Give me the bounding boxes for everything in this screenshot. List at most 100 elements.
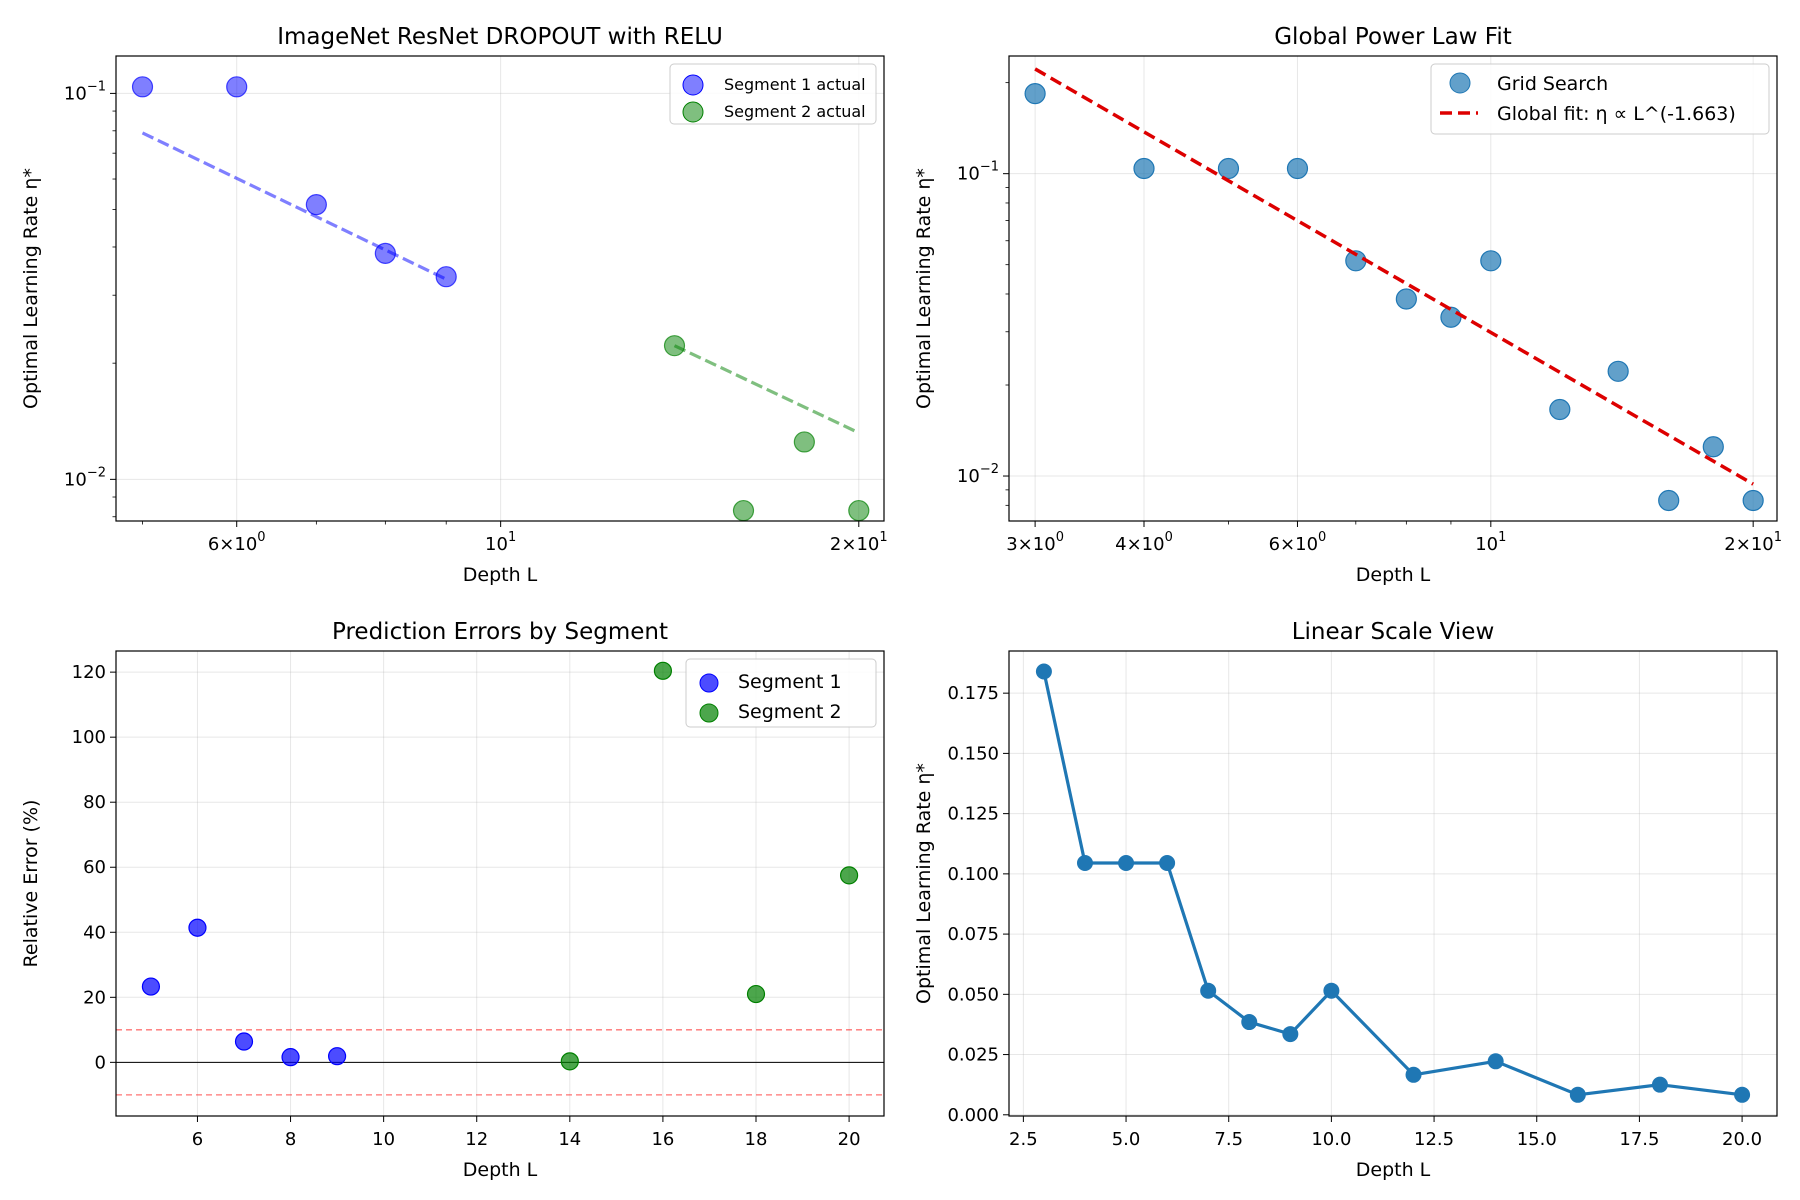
legend: Segment 1 actual Segment 2 actual: [669, 63, 877, 125]
x-tick-label: 12.5: [1414, 1129, 1454, 1150]
y-tick-label: 100: [72, 727, 106, 748]
learning-rate-point: [1569, 1086, 1586, 1103]
y-tick-label: 0.050: [947, 984, 999, 1005]
x-tick-label: 101: [1475, 530, 1506, 555]
x-tick-base: 10: [234, 534, 257, 555]
legend-label-segment-1: Segment 1: [738, 671, 842, 693]
segment-2-point: [793, 431, 815, 453]
y-tick-label: 0.075: [947, 924, 999, 945]
grid-search-point: [1549, 398, 1571, 421]
x-tick-label: 2×101: [830, 530, 888, 555]
x-tick-label: 10.0: [1311, 1129, 1351, 1150]
y-tick-base: 10: [957, 466, 980, 487]
grid-search-point: [1440, 306, 1462, 328]
y-tick-label: 120: [72, 662, 106, 683]
y-tick-label: 60: [83, 857, 106, 878]
global-fit-line: [1034, 67, 1755, 486]
grid-search-point: [1217, 157, 1240, 180]
segment-1-error-point: [281, 1048, 300, 1067]
y-tick-exponent: −2: [980, 462, 999, 477]
x-tick-exponent: 0: [1318, 530, 1326, 545]
y-tick-label: 10−1: [957, 160, 999, 185]
legend-label-segment-1: Segment 1 actual: [724, 75, 866, 94]
grid-search-point: [1702, 436, 1724, 458]
x-tick-label: 12: [465, 1129, 488, 1150]
y-tick-label: 0: [95, 1052, 106, 1073]
x-tick-mantissa: 6×: [208, 534, 235, 555]
y-tick-label: 10−1: [64, 79, 106, 104]
x-tick-base: 10: [485, 534, 508, 555]
y-tick-label: 0.000: [947, 1105, 999, 1126]
learning-rate-point: [1241, 1014, 1258, 1031]
x-axis-label: Depth L: [463, 564, 538, 586]
y-tick-label: 0.175: [947, 683, 999, 704]
y-tick-base: 10: [64, 83, 87, 104]
x-tick-label: 15.0: [1517, 1129, 1557, 1150]
plot-area: [116, 661, 884, 1096]
y-tick-label: 0.025: [947, 1045, 999, 1066]
grid-search-point: [1395, 288, 1417, 310]
learning-rate-point: [1282, 1026, 1299, 1043]
plot-area: [1035, 663, 1751, 1103]
x-tick-label: 16: [651, 1129, 674, 1150]
x-tick-label: 18: [745, 1129, 768, 1150]
y-axis-label: Optimal Learning Rate η*: [913, 168, 935, 409]
x-tick-label: 8: [285, 1129, 296, 1150]
y-tick-label: 0.150: [947, 743, 999, 764]
segment-2-point: [848, 499, 870, 521]
legend-label-segment-2: Segment 2 actual: [724, 102, 866, 121]
x-tick-label: 6×100: [208, 530, 266, 555]
x-tick-exponent: 1: [1774, 530, 1782, 545]
x-tick-label: 20: [838, 1129, 861, 1150]
y-tick-label: 10−2: [957, 462, 999, 487]
x-tick-label: 2.5: [1009, 1129, 1038, 1150]
x-tick-exponent: 0: [1165, 530, 1173, 545]
legend-label-grid-search: Grid Search: [1497, 73, 1608, 95]
x-tick-mantissa: 4×: [1115, 534, 1142, 555]
segment-1-error-point: [141, 977, 161, 996]
chart-title: Prediction Errors by Segment: [332, 619, 668, 645]
learning-rate-point: [1405, 1066, 1422, 1083]
plot-area: [131, 76, 870, 521]
legend-box: [1430, 63, 1770, 135]
y-tick-label: 0.125: [947, 804, 999, 825]
x-tick-base: 10: [1142, 534, 1165, 555]
learning-rate-point: [1159, 855, 1176, 872]
x-tick-exponent: 0: [257, 530, 265, 545]
x-tick-mantissa: 3×: [1006, 534, 1033, 555]
grid-search-point: [1133, 157, 1155, 180]
learning-rate-point: [1651, 1076, 1668, 1093]
legend-box: [685, 658, 877, 728]
learning-rate-point: [1035, 663, 1052, 680]
x-tick-exponent: 1: [508, 530, 516, 545]
x-tick-mantissa: 2×: [1724, 534, 1751, 555]
segment-1-point: [131, 76, 154, 98]
x-tick-base: 10: [1751, 534, 1774, 555]
segment-1-error-point: [327, 1047, 347, 1066]
chart-4: Linear Scale View Depth L Optimal Learning…: [913, 619, 1778, 1181]
x-axis-label: Depth L: [1356, 1159, 1431, 1181]
axes-frame: [1008, 650, 1778, 1117]
chart-title: Linear Scale View: [1292, 619, 1495, 645]
axes-frame: [115, 650, 885, 1117]
grid-search-point: [1607, 360, 1629, 382]
x-tick-label: 6: [192, 1129, 203, 1150]
segment-1-error-point: [234, 1032, 254, 1051]
x-tick-mantissa: 6×: [1269, 534, 1296, 555]
x-tick-base: 10: [1475, 534, 1498, 555]
chart-title: Global Power Law Fit: [1274, 24, 1512, 50]
plot-area: [1024, 67, 1764, 512]
grid-search-point: [1658, 489, 1680, 512]
y-axis-label: Relative Error (%): [20, 800, 42, 968]
y-tick-label: 20: [83, 987, 106, 1008]
learning-rate-point: [1323, 982, 1340, 999]
x-tick-label: 17.5: [1619, 1129, 1659, 1150]
chart-1: ImageNet ResNet DROPOUT with RELU Depth L…: [20, 24, 888, 586]
legend-marker-segment-1: [682, 74, 704, 96]
x-tick-exponent: 1: [879, 530, 887, 545]
x-tick-label: 7.5: [1214, 1129, 1243, 1150]
segment-2-point: [732, 499, 755, 521]
x-tick-label: 4×100: [1115, 530, 1173, 555]
x-tick-label: 6×100: [1269, 530, 1327, 555]
